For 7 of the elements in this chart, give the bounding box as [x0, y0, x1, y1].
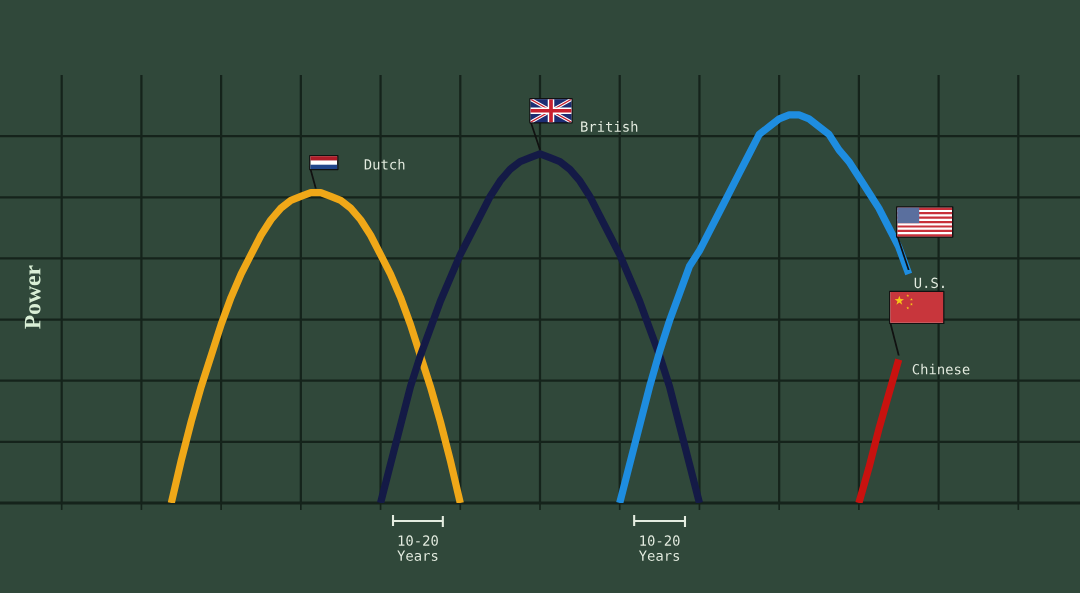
text: 10-20 Years: [397, 535, 438, 561]
text: 10-20 Years: [638, 535, 680, 561]
y-axis-title: Power: [24, 265, 41, 329]
series-label: U.S.: [914, 277, 944, 289]
text: Dutch: [364, 158, 405, 170]
text: British: [581, 121, 638, 132]
series-label: Chinese: [912, 363, 970, 375]
